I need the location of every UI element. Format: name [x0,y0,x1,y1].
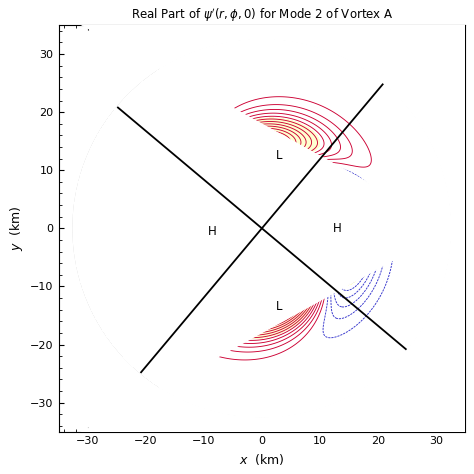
Point [258,225,265,232]
Point [258,225,265,232]
Point [258,225,265,232]
Point [258,225,265,232]
Point [258,225,265,232]
Point [258,225,265,232]
Point [258,225,265,232]
Point [258,225,265,232]
Text: H: H [208,225,217,238]
Point [258,225,265,232]
Point [258,225,265,232]
Y-axis label: $y$  (km): $y$ (km) [8,205,25,251]
Point [258,225,265,232]
Point [258,225,265,232]
Point [258,225,265,232]
Point [258,225,265,232]
Point [258,225,265,232]
Point [258,225,265,232]
Text: H: H [333,222,342,235]
Point [258,225,265,232]
Point [258,225,265,232]
Point [258,225,265,232]
Polygon shape [29,0,474,461]
Circle shape [227,193,297,263]
Point [258,225,265,232]
Text: L: L [276,300,283,313]
Point [258,225,265,232]
Point [258,225,265,232]
Point [258,225,265,232]
Point [258,225,265,232]
Text: L: L [276,149,283,162]
Point [258,225,265,232]
Point [258,225,265,232]
Point [258,225,265,232]
Point [258,225,265,232]
Point [258,225,265,232]
Point [258,225,265,232]
Title: Real Part of $\psi^{\prime}(r, \phi, 0)$ for Mode 2 of Vortex A: Real Part of $\psi^{\prime}(r, \phi, 0)$… [131,7,393,25]
Point [258,225,265,232]
Point [258,225,265,232]
Point [258,225,265,232]
Circle shape [73,39,451,417]
X-axis label: $x$  (km): $x$ (km) [239,452,285,467]
Point [258,225,265,232]
Point [258,225,265,232]
Point [258,225,265,232]
